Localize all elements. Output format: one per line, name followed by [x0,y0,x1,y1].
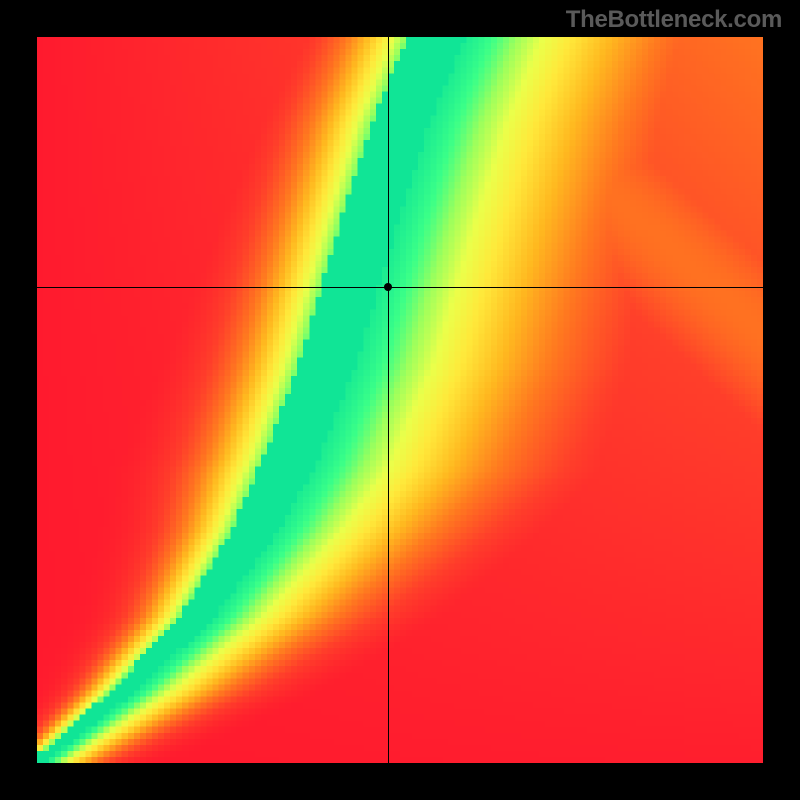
heatmap-canvas [37,37,763,763]
crosshair-horizontal [37,287,763,288]
crosshair-vertical [388,37,389,763]
heatmap-plot [37,37,763,763]
watermark-text: TheBottleneck.com [566,6,782,34]
crosshair-marker [384,283,392,291]
